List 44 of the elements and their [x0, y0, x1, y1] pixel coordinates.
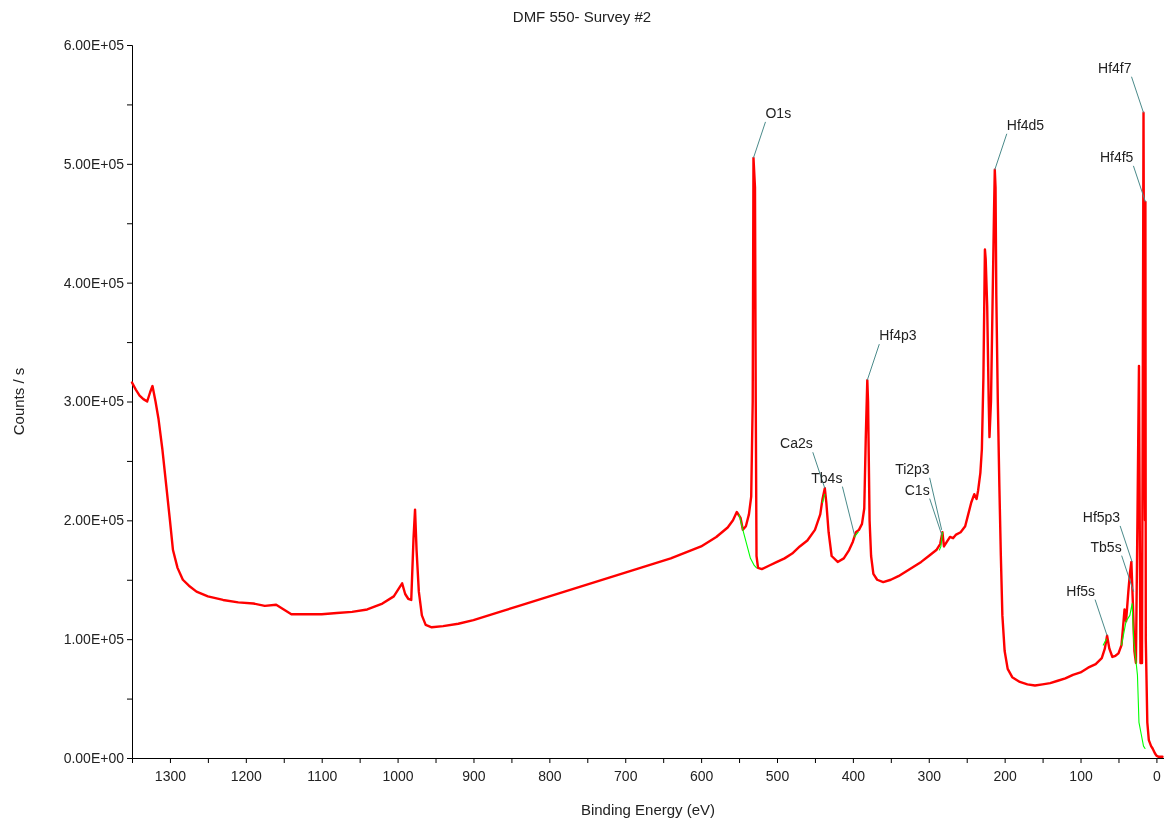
x-tick-label: 600 [689, 768, 714, 785]
x-tick-label: 1300 [154, 768, 187, 785]
peak-label: Hf5s [1066, 582, 1108, 637]
peak-label: O1s [753, 104, 792, 159]
peak-label: Tb4s [811, 469, 855, 536]
chart-title: DMF 550- Survey #2 [512, 8, 652, 25]
peak-label: Hf4f5 [1099, 148, 1146, 203]
peak-label: Hf4d5 [994, 116, 1045, 171]
x-tick-label: 1200 [230, 768, 263, 785]
x-axis-title: Binding Energy (eV) [580, 801, 716, 818]
x-tick-label: 400 [841, 768, 866, 785]
peak-label: Hf4f7 [1098, 59, 1144, 114]
annotation: Ti2p3 [895, 460, 930, 477]
x-tick-label: 500 [765, 768, 790, 785]
x-tick-label: 1100 [307, 768, 338, 785]
annotation: C1s [904, 481, 930, 498]
y-tick-label: 3.00E+05 [63, 393, 125, 410]
peak-label: C1s [904, 481, 943, 536]
y-tick-label: 6.00E+05 [63, 36, 125, 53]
annotation: Hf4d5 [1006, 116, 1045, 133]
annotation: Tb4s [811, 469, 843, 486]
x-tick-label: 200 [993, 768, 1018, 785]
x-tick-label: 100 [1069, 768, 1093, 785]
y-tick-label: 2.00E+05 [63, 512, 125, 529]
y-tick-label: 1.00E+05 [63, 631, 125, 648]
annotation: Ca2s [780, 435, 813, 452]
x-tick-label: 0 [1153, 768, 1162, 785]
annotation: Hf5s [1066, 582, 1096, 599]
annotation: Tb5s [1090, 538, 1122, 555]
annotation: O1s [765, 104, 792, 121]
annotation: Hf5p3 [1082, 508, 1121, 525]
annotation: Hf4p3 [879, 327, 917, 344]
peak-label: Hf4p3 [866, 327, 917, 381]
annotation: Hf4f5 [1099, 148, 1134, 165]
x-tick-label: 800 [538, 768, 562, 785]
y-axis-title: Counts / s [10, 367, 27, 436]
x-tick-label: 1000 [382, 768, 414, 785]
x-tick-label: 700 [614, 768, 638, 785]
y-tick-label: 5.00E+05 [63, 155, 125, 172]
annotation: Hf4f7 [1098, 59, 1132, 76]
y-tick-label: 4.00E+05 [63, 274, 125, 291]
x-tick-label: 300 [917, 768, 942, 785]
x-tick-label: 900 [462, 768, 486, 785]
y-tick-label: 0.00E+00 [63, 749, 125, 766]
